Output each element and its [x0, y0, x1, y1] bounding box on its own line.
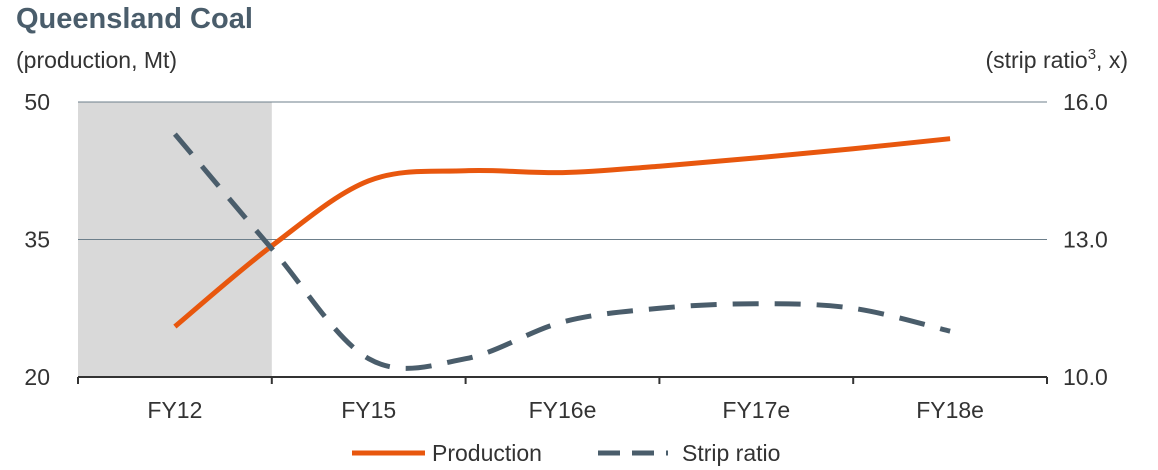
left-y-tick-label: 20	[24, 364, 50, 390]
left-y-axis: 20 35 50	[24, 89, 50, 390]
legend-label-strip-ratio: Strip ratio	[682, 440, 780, 466]
x-tick-label: FY12	[147, 397, 202, 423]
x-tick-label: FY15	[341, 397, 396, 423]
chart-title: Queensland Coal	[16, 3, 253, 35]
left-y-tick-label: 35	[24, 227, 50, 253]
left-axis-unit-label: (production, Mt)	[16, 47, 177, 73]
series-line-production	[173, 136, 951, 329]
x-axis: FY12 FY15 FY16e FY17e FY18e	[77, 376, 1048, 423]
right-axis-unit-label: (strip ratio3, x)	[985, 46, 1128, 73]
x-tick-label: FY18e	[916, 397, 984, 423]
legend: Production Strip ratio	[352, 440, 780, 466]
x-tick-label: FY16e	[529, 397, 597, 423]
legend-label-production: Production	[432, 440, 542, 466]
series-lines	[172, 132, 951, 371]
right-y-axis: 10.0 13.0 16.0	[1063, 89, 1108, 390]
right-y-tick-label: 16.0	[1063, 89, 1108, 115]
right-y-tick-label: 13.0	[1063, 227, 1108, 253]
gridlines	[78, 101, 1047, 240]
right-y-tick-label: 10.0	[1063, 364, 1108, 390]
x-tick-label: FY17e	[722, 397, 790, 423]
left-y-tick-label: 50	[24, 89, 50, 115]
series-line-strip-ratio	[172, 132, 951, 371]
